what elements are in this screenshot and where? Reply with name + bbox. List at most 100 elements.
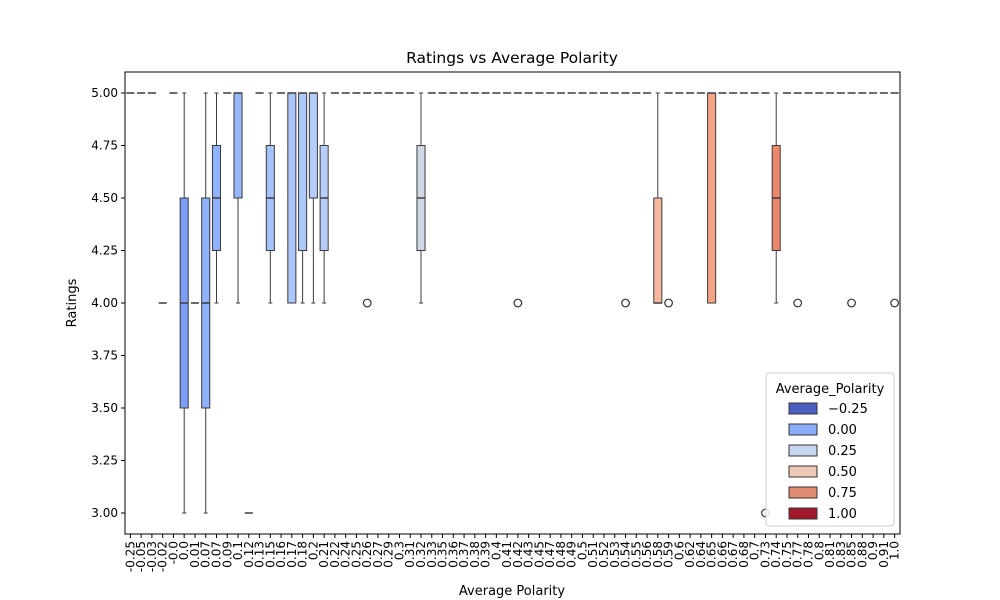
y-axis-label: Ratings xyxy=(65,278,80,327)
outlier-point xyxy=(362,298,372,308)
box-series xyxy=(126,92,900,518)
box-36 xyxy=(513,92,523,308)
y-tick-label: 3.50 xyxy=(91,401,118,415)
x-tick-label: -0.02 xyxy=(156,541,170,572)
x-tick-label: 0.29 xyxy=(382,541,396,568)
x-tick-label: 0.26 xyxy=(360,541,374,568)
x-tick-label: 0.68 xyxy=(737,541,751,568)
x-tick-label: 0.45 xyxy=(532,541,546,568)
box-62 xyxy=(793,92,803,308)
x-tick-label: 0.6 xyxy=(672,541,686,560)
x-tick-label: 0.09 xyxy=(220,541,234,568)
x-tick-label: 0.17 xyxy=(285,541,299,568)
box-17 xyxy=(308,92,318,304)
x-tick-label: 0.31 xyxy=(403,541,417,568)
x-tick-label: 0.41 xyxy=(500,541,514,568)
x-tick-label: 0.42 xyxy=(511,541,525,568)
x-tick-label: 0.07 xyxy=(209,541,223,568)
y-axis: 3.00 3.25 3.50 3.75 4.00 4.25 4.50 4.75 5.00 xyxy=(91,86,125,520)
box-60 xyxy=(771,92,781,304)
x-tick-label: 0.91 xyxy=(877,541,891,568)
box-body xyxy=(653,197,663,304)
box-10 xyxy=(233,92,243,304)
legend-label: 1.00 xyxy=(828,507,857,522)
legend-swatch xyxy=(788,402,818,415)
legend-entries: −0.25 0.00 0.25 0.50 0.75 1.00 xyxy=(788,402,868,522)
x-tick-label: 0.74 xyxy=(769,541,783,568)
x-tick-label: 1.0 xyxy=(888,541,902,560)
legend-label: 0.00 xyxy=(828,423,857,438)
x-tick-label: -0.03 xyxy=(145,541,159,572)
x-tick-label: 0.53 xyxy=(608,541,622,568)
x-tick-label: 0.52 xyxy=(597,541,611,568)
box-54 xyxy=(707,92,717,304)
x-tick-label: 0.35 xyxy=(436,541,450,568)
x-axis: -0.25-0.05-0.03-0.02-0.00.00.010.070.070… xyxy=(123,534,902,572)
outlier-point xyxy=(513,298,523,308)
box-8 xyxy=(211,92,222,304)
x-tick-label: 0.88 xyxy=(855,541,869,568)
box-body xyxy=(308,92,318,199)
legend-swatch xyxy=(788,423,818,436)
box-5 xyxy=(179,92,189,514)
box-49 xyxy=(653,92,663,304)
x-tick-label: 0.0 xyxy=(177,541,191,560)
outlier-point xyxy=(890,298,900,308)
x-tick-label: 0.3 xyxy=(392,541,406,560)
legend-swatch xyxy=(788,486,818,499)
outlier-point xyxy=(621,298,630,308)
outlier-point xyxy=(847,298,856,308)
x-tick-label: 0.55 xyxy=(629,541,643,568)
x-tick-label: 0.01 xyxy=(188,541,202,568)
x-tick-label: 0.65 xyxy=(705,541,719,568)
x-tick-label: 0.81 xyxy=(823,541,837,568)
y-tick-label: 3.75 xyxy=(91,349,118,363)
y-tick-label: 4.00 xyxy=(91,296,118,310)
x-tick-label: 0.4 xyxy=(489,541,503,560)
box-50 xyxy=(664,92,673,308)
outlier-point xyxy=(664,298,673,308)
box-67 xyxy=(847,92,856,308)
x-tick-label: 0.83 xyxy=(834,541,848,568)
x-tick-label: 0.64 xyxy=(694,541,708,568)
outlier-point xyxy=(793,298,803,308)
y-tick-label: 4.75 xyxy=(91,139,118,153)
legend-swatch xyxy=(788,507,818,520)
x-tick-label: 0.78 xyxy=(802,541,816,568)
box-27 xyxy=(416,92,426,304)
legend-swatch xyxy=(788,465,818,478)
x-tick-label: 0.49 xyxy=(565,541,579,568)
box-71 xyxy=(890,92,900,308)
box-15 xyxy=(287,92,297,304)
x-tick-label: 0.43 xyxy=(522,541,536,568)
box-13 xyxy=(265,92,275,304)
x-tick-label: 0.18 xyxy=(296,541,310,568)
y-tick-label: 3.25 xyxy=(91,454,118,468)
x-tick-label: 0.62 xyxy=(683,541,697,568)
x-tick-label: 0.12 xyxy=(242,541,256,568)
x-tick-label: 0.33 xyxy=(425,541,439,568)
legend-label: 0.50 xyxy=(828,465,857,480)
x-tick-label: 0.48 xyxy=(554,541,568,568)
x-tick-label: 0.24 xyxy=(339,541,353,568)
chart-title: Ratings vs Average Polarity xyxy=(406,49,618,67)
x-tick-label: 0.56 xyxy=(640,541,654,568)
legend: Average_Polarity −0.25 0.00 0.25 0.50 0.75 1.… xyxy=(765,372,895,527)
legend-label: −0.25 xyxy=(828,402,868,417)
x-tick-label: 0.39 xyxy=(479,541,493,568)
y-tick-label: 4.25 xyxy=(91,244,118,258)
x-tick-label: -0.05 xyxy=(134,541,148,572)
y-tick-label: 4.50 xyxy=(91,191,118,205)
x-tick-label: 0.85 xyxy=(845,541,859,568)
box-7 xyxy=(201,92,211,514)
box-22 xyxy=(362,92,372,308)
x-tick-label: 0.58 xyxy=(651,541,665,568)
y-tick-label: 3.00 xyxy=(91,506,118,520)
box-46 xyxy=(621,92,630,308)
box-body xyxy=(298,92,308,251)
box-18 xyxy=(319,92,329,304)
x-tick-label: 0.21 xyxy=(317,541,331,568)
x-tick-label: 0.73 xyxy=(758,541,772,568)
x-tick-label: 0.16 xyxy=(274,541,288,568)
